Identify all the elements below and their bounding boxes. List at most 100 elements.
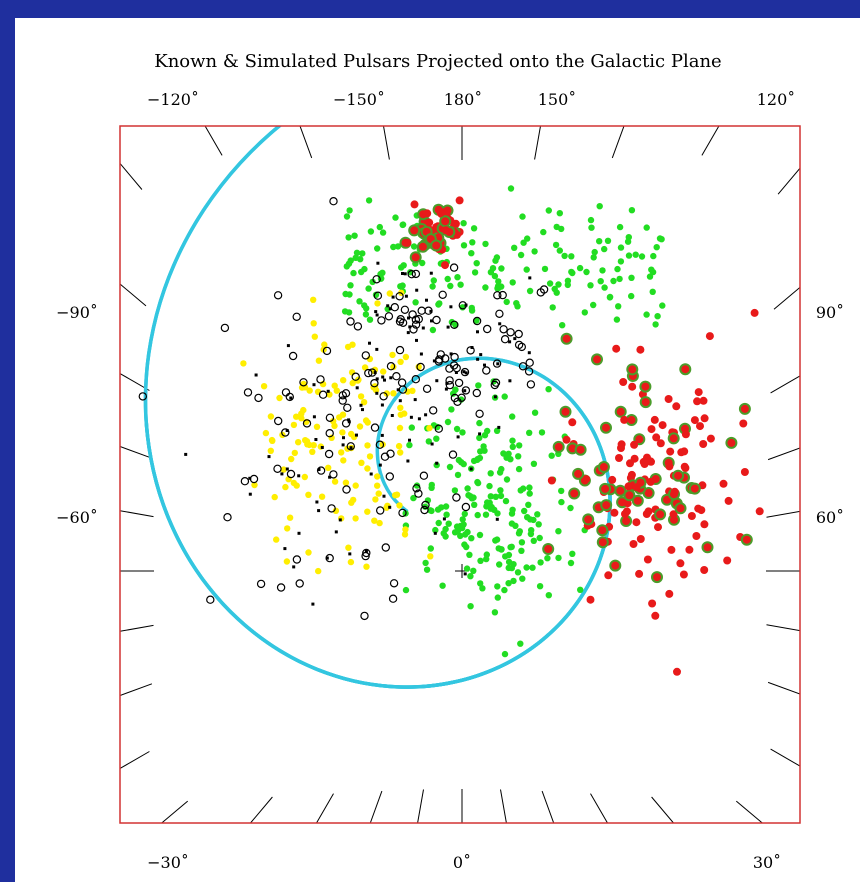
known-pulsar-dot [470,346,474,349]
yellow-pulsar-point [290,421,298,429]
known-pulsar-point [373,291,383,300]
longitude-tick-27 [120,624,154,632]
red-pulsar-point [665,589,674,598]
green-pulsar-point [406,441,413,449]
left-tick-label-2: −60˚ [56,508,98,527]
known-pulsar-point [276,583,286,592]
green-pulsar-point [429,326,437,334]
green-pulsar-point [494,285,501,292]
green-pulsar-point [476,531,484,539]
red-pulsar-point [701,541,714,554]
green-pulsar-point [597,278,604,285]
yellow-pulsar-point [315,357,323,364]
red-pulsar-point [547,476,556,485]
red-pulsar-point [667,545,676,554]
green-pulsar-point [516,528,523,535]
red-pulsar-point [658,421,667,430]
longitude-tick-13 [770,748,800,767]
red-pulsar-point [674,502,687,515]
yellow-pulsar-point [310,296,317,303]
yellow-pulsar-point [366,453,374,460]
known-pulsar-dot [314,438,318,441]
known-pulsar-point [368,368,377,377]
green-pulsar-point [508,520,516,527]
known-pulsar-dot [462,370,466,374]
yellow-pulsar-point [401,531,409,538]
yellow-pulsar-point [364,508,371,515]
known-pulsar-point [281,428,290,437]
green-pulsar-point [443,511,450,518]
green-pulsar-point [530,537,537,544]
green-pulsar-point [569,550,576,557]
green-pulsar-point [590,301,597,309]
known-pulsar-dot [401,272,404,275]
green-pulsar-point [475,382,482,389]
known-pulsar-dot [315,500,319,504]
red-pulsar-point [647,425,656,434]
known-pulsar-dot [280,472,284,476]
green-pulsar-point [494,583,501,590]
red-pulsar-point [639,457,648,466]
longitude-tick-14 [735,800,763,823]
longitude-tick-22 [316,793,334,823]
green-pulsar-point [497,492,505,500]
known-pulsar-point [434,424,443,433]
green-pulsar-point [429,283,436,290]
green-pulsar-point [503,298,510,306]
red-pulsar-point [604,571,613,580]
green-pulsar-point [650,252,657,260]
yellow-pulsar-point [427,553,434,560]
red-pulsar-point [654,523,662,532]
green-pulsar-point [628,292,635,300]
known-pulsar-point [449,263,459,272]
yellow-pulsar-point [352,482,359,489]
known-pulsar-dot [479,353,483,357]
red-pulsar-point [560,332,573,345]
red-pulsar-point [635,569,644,578]
known-pulsar-point [362,548,371,558]
red-pulsar-point [738,402,751,415]
red-pulsar-point [690,416,699,425]
known-pulsar-point [243,388,253,397]
known-pulsar-dot [374,310,378,314]
green-pulsar-point [410,243,418,250]
known-pulsar-dot [285,429,289,432]
known-pulsar-dot [449,352,453,356]
green-pulsar-point [583,268,590,276]
green-pulsar-point [587,216,595,224]
known-pulsar-dot [449,305,453,309]
green-pulsar-point [638,253,646,260]
green-pulsar-point [468,250,475,257]
red-pulsar-point [651,611,660,620]
known-pulsar-point [338,391,347,400]
known-pulsar-point [422,384,432,393]
yellow-pulsar-point [298,415,305,422]
yellow-pulsar-point [286,514,294,521]
yellow-pulsar-point [310,320,317,327]
red-pulsar-point [586,595,595,604]
plot-area [120,126,800,823]
longitude-tick-23 [250,796,273,823]
known-pulsar-dot [184,452,188,456]
red-pulsar-point [629,540,638,548]
green-pulsar-point [474,478,481,486]
red-pulsar-point [408,224,421,237]
known-pulsar-dot [375,377,379,381]
known-pulsar-point [390,303,399,312]
known-pulsar-point [316,375,325,384]
green-pulsar-point [433,461,440,469]
green-pulsar-point [549,304,556,311]
longitude-tick-35 [299,126,313,159]
known-pulsar-point [376,506,385,515]
known-pulsar-point [498,290,507,300]
green-pulsar-point [464,485,471,492]
red-pulsar-point [633,433,646,446]
yellow-pulsar-point [291,449,298,457]
green-pulsar-point [476,419,483,427]
green-pulsar-point [460,521,467,528]
green-pulsar-point [536,583,544,590]
known-pulsar-dot [297,531,301,535]
known-pulsar-dot [380,403,384,407]
longitude-tick-4 [701,126,720,156]
known-pulsar-point [388,594,398,603]
